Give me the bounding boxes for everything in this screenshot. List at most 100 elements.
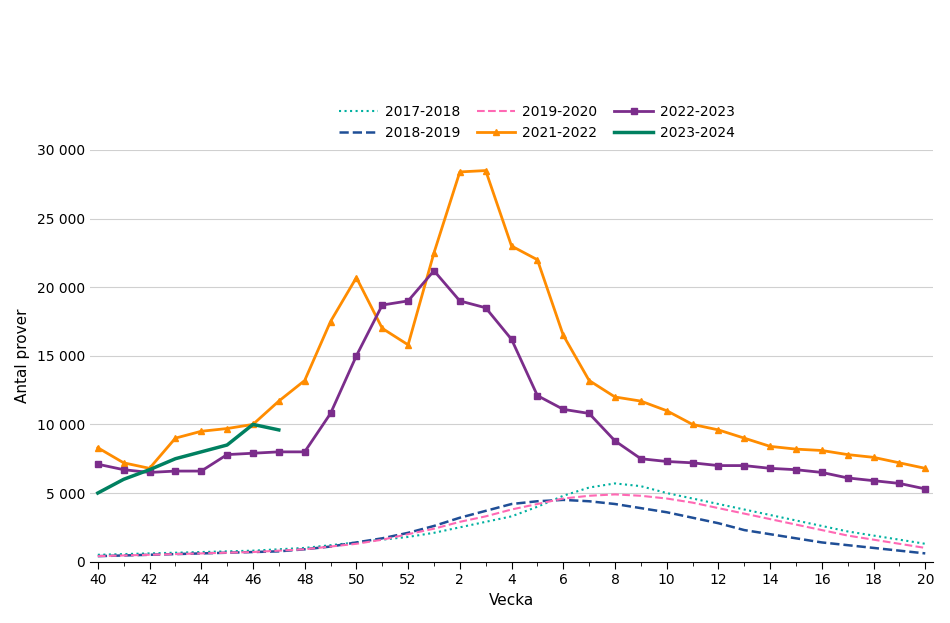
2017-2018 bbox=[894, 536, 905, 543]
Line: 2022-2023: 2022-2023 bbox=[95, 268, 928, 492]
2018-2019 bbox=[351, 539, 362, 546]
2017-2018 bbox=[816, 522, 827, 530]
2022-2023 bbox=[609, 437, 620, 445]
2019-2020 bbox=[480, 513, 491, 520]
2018-2019 bbox=[558, 496, 569, 503]
2017-2018 bbox=[583, 484, 595, 492]
2022-2023 bbox=[92, 460, 104, 468]
2019-2020 bbox=[661, 495, 673, 502]
2022-2023 bbox=[351, 352, 362, 359]
2021-2022 bbox=[351, 274, 362, 282]
2021-2022 bbox=[325, 318, 336, 325]
2021-2022 bbox=[687, 421, 698, 428]
2023-2024 bbox=[118, 475, 129, 483]
2023-2024 bbox=[196, 448, 207, 455]
2019-2020 bbox=[765, 515, 776, 523]
2018-2019 bbox=[816, 539, 827, 546]
2017-2018 bbox=[351, 539, 362, 546]
2017-2018 bbox=[299, 544, 311, 551]
2018-2019 bbox=[687, 514, 698, 521]
2022-2023 bbox=[738, 462, 750, 469]
2022-2023 bbox=[403, 297, 414, 305]
2017-2018 bbox=[428, 529, 440, 536]
2017-2018 bbox=[143, 549, 155, 557]
2021-2022 bbox=[868, 454, 880, 461]
2019-2020 bbox=[636, 492, 647, 500]
2018-2019 bbox=[428, 522, 440, 530]
2017-2018 bbox=[325, 541, 336, 549]
2021-2022 bbox=[920, 465, 931, 472]
2019-2020 bbox=[712, 505, 724, 512]
2023-2024 bbox=[170, 455, 181, 462]
2019-2020 bbox=[687, 499, 698, 506]
2022-2023 bbox=[428, 267, 440, 275]
2018-2019 bbox=[403, 529, 414, 536]
2019-2020 bbox=[558, 495, 569, 502]
2021-2022 bbox=[661, 407, 673, 414]
2021-2022 bbox=[299, 377, 311, 384]
2021-2022 bbox=[712, 426, 724, 434]
2021-2022 bbox=[196, 427, 207, 435]
X-axis label: Vecka: Vecka bbox=[489, 593, 534, 608]
2022-2023 bbox=[299, 448, 311, 455]
2018-2019 bbox=[143, 551, 155, 558]
2021-2022 bbox=[790, 445, 802, 453]
2017-2018 bbox=[480, 518, 491, 526]
2022-2023 bbox=[196, 467, 207, 475]
2017-2018 bbox=[558, 492, 569, 500]
2021-2022 bbox=[480, 167, 491, 174]
2022-2023 bbox=[273, 448, 284, 455]
2017-2018 bbox=[118, 550, 129, 558]
2019-2020 bbox=[403, 530, 414, 538]
2021-2022 bbox=[636, 397, 647, 405]
2019-2020 bbox=[920, 544, 931, 551]
2019-2020 bbox=[428, 525, 440, 533]
2017-2018 bbox=[842, 528, 853, 535]
2017-2018 bbox=[609, 480, 620, 487]
2018-2019 bbox=[325, 543, 336, 550]
2021-2022 bbox=[842, 451, 853, 459]
2019-2020 bbox=[351, 540, 362, 548]
2022-2023 bbox=[143, 468, 155, 476]
2023-2024 bbox=[221, 441, 233, 449]
2018-2019 bbox=[170, 550, 181, 558]
2019-2020 bbox=[273, 547, 284, 554]
2017-2018 bbox=[505, 513, 517, 520]
2019-2020 bbox=[170, 550, 181, 558]
2022-2023 bbox=[480, 304, 491, 312]
2018-2019 bbox=[738, 526, 750, 534]
2022-2023 bbox=[816, 468, 827, 476]
2023-2024 bbox=[143, 466, 155, 473]
2018-2019 bbox=[920, 549, 931, 557]
2022-2023 bbox=[894, 480, 905, 487]
2017-2018 bbox=[687, 495, 698, 502]
2019-2020 bbox=[299, 546, 311, 553]
2021-2022 bbox=[143, 465, 155, 472]
2019-2020 bbox=[247, 548, 258, 556]
2017-2018 bbox=[221, 548, 233, 555]
2021-2022 bbox=[558, 331, 569, 339]
2019-2020 bbox=[325, 543, 336, 550]
2021-2022 bbox=[273, 397, 284, 405]
2019-2020 bbox=[92, 553, 104, 560]
2018-2019 bbox=[273, 548, 284, 555]
2022-2023 bbox=[687, 459, 698, 467]
2022-2023 bbox=[454, 297, 466, 305]
2021-2022 bbox=[816, 447, 827, 454]
2022-2023 bbox=[376, 302, 388, 309]
2017-2018 bbox=[376, 536, 388, 543]
2023-2024 bbox=[92, 489, 104, 497]
2019-2020 bbox=[532, 500, 543, 508]
2017-2018 bbox=[868, 532, 880, 540]
2017-2018 bbox=[790, 516, 802, 524]
2021-2022 bbox=[170, 434, 181, 442]
Y-axis label: Antal prover: Antal prover bbox=[15, 308, 30, 403]
Line: 2017-2018: 2017-2018 bbox=[98, 483, 925, 554]
2019-2020 bbox=[143, 551, 155, 558]
2022-2023 bbox=[583, 410, 595, 417]
2018-2019 bbox=[583, 498, 595, 505]
2017-2018 bbox=[661, 489, 673, 497]
2018-2019 bbox=[636, 505, 647, 512]
2018-2019 bbox=[92, 553, 104, 560]
2022-2023 bbox=[505, 336, 517, 343]
